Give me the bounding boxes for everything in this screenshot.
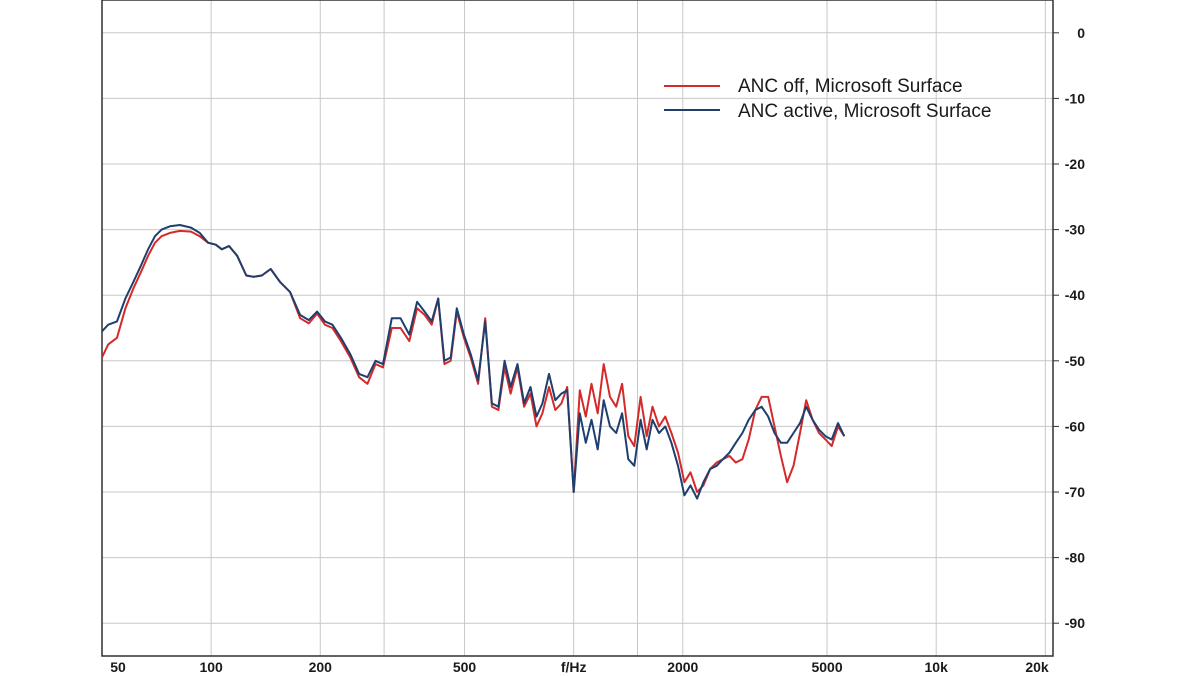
y-axis-tick-labels: 0 -10 -20 -30 -40 -50 -60 -70 -80 -90 [1053, 25, 1085, 631]
x-tick-label: 10k [925, 659, 949, 675]
x-tick-label: 200 [309, 659, 333, 675]
y-tick-label: -70 [1065, 484, 1085, 500]
y-tick-label: -50 [1065, 353, 1085, 369]
y-tick-label: -80 [1065, 550, 1085, 566]
y-tick-label: -20 [1065, 156, 1085, 172]
x-tick-label: 20k [1025, 659, 1049, 675]
y-tick-label: -40 [1065, 287, 1085, 303]
y-tick-label: -90 [1065, 615, 1085, 631]
x-tick-label: 2000 [667, 659, 698, 675]
legend: ANC off, Microsoft Surface ANC active, M… [664, 76, 991, 122]
x-tick-label: 500 [453, 659, 477, 675]
x-tick-label: 5000 [811, 659, 842, 675]
plot-frame [101, 0, 1054, 657]
y-tick-label: -10 [1065, 90, 1085, 106]
y-tick-label: -30 [1065, 222, 1085, 238]
y-tick-label: -60 [1065, 418, 1085, 434]
x-tick-label: f/Hz [561, 659, 587, 675]
grid-lines [102, 0, 1053, 656]
x-tick-label: 50 [110, 659, 126, 675]
series-line-1 [101, 224, 846, 500]
x-axis-tick-labels: 50 100 200 500 f/Hz 2000 5000 10k 20k [110, 659, 1049, 675]
legend-label-anc-active: ANC active, Microsoft Surface [738, 101, 991, 122]
x-tick-label: 100 [199, 659, 223, 675]
y-tick-label: 0 [1077, 25, 1085, 41]
series-lines [101, 224, 846, 500]
legend-label-anc-off: ANC off, Microsoft Surface [738, 76, 963, 97]
